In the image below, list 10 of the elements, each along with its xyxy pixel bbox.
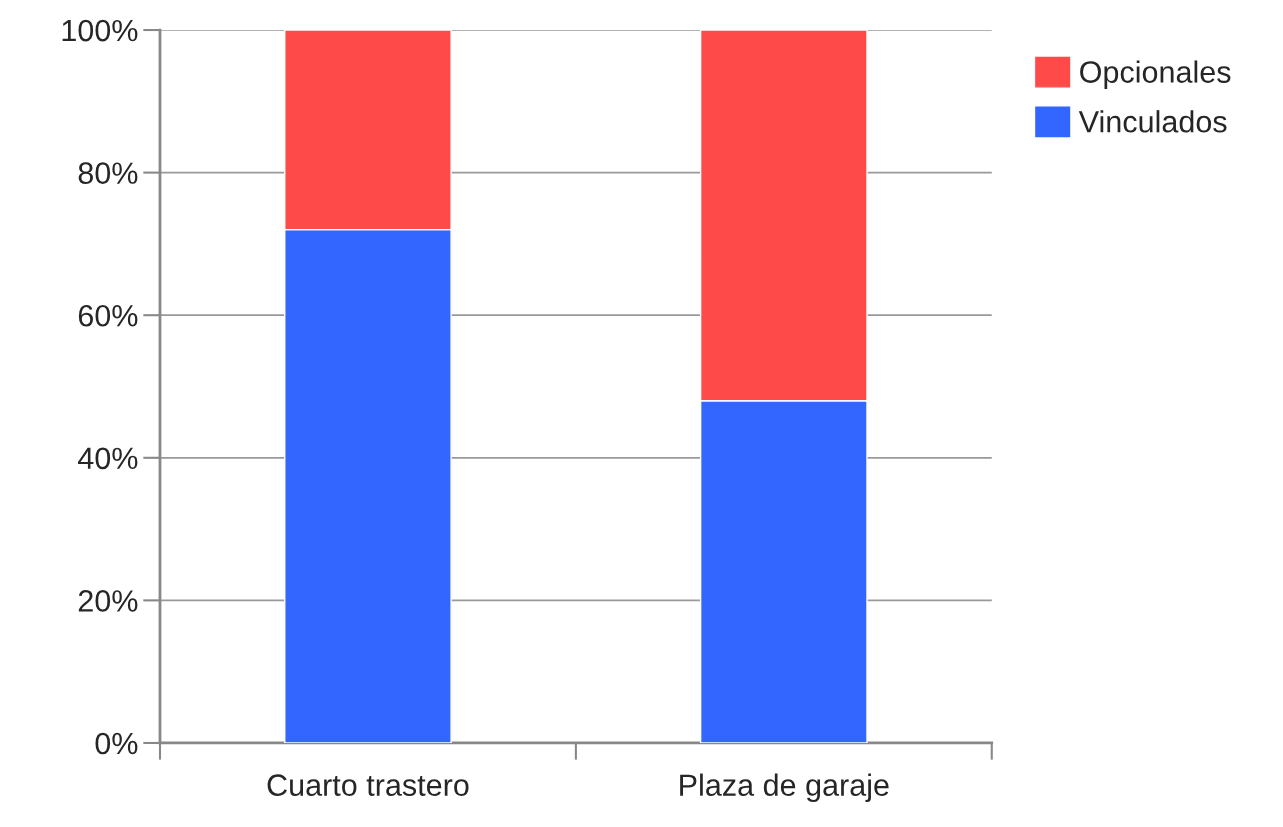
y-tick-label: 100%	[62, 19, 138, 42]
y-tick-label: 0%	[95, 732, 138, 755]
x-tick-label: Plaza de garaje	[680, 773, 889, 803]
y-tick-label: 60%	[78, 304, 138, 327]
y-tick-label: 20%	[78, 590, 138, 612]
legend-label: Opcionales	[1080, 60, 1231, 89]
y-tick-label: 40%	[78, 447, 138, 470]
x-tick-label: Cuarto trastero	[267, 774, 469, 796]
legend-label: Vinculados	[1078, 110, 1227, 133]
y-tick-label: 80%	[78, 162, 138, 184]
